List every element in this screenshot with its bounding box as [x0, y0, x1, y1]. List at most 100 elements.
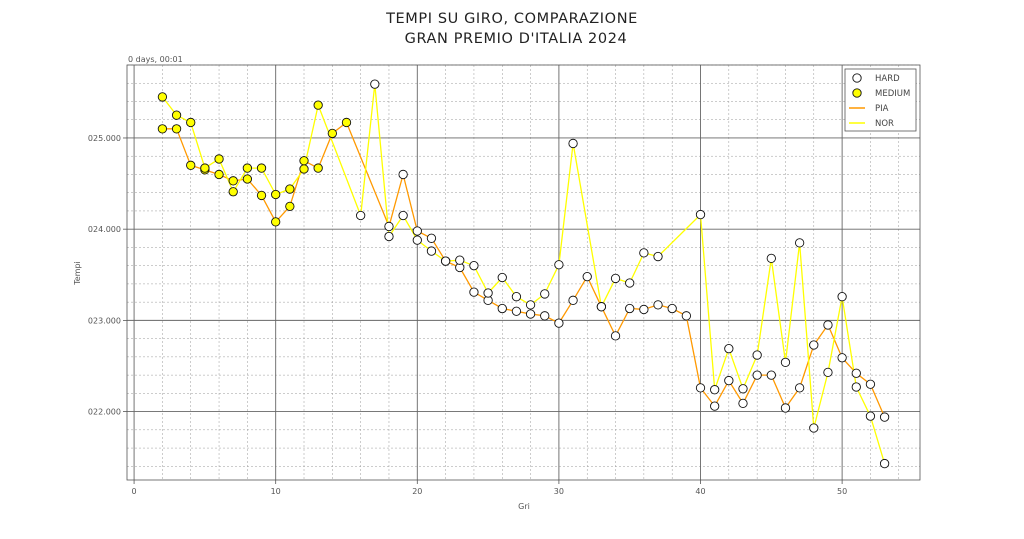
x-tick-label: 50: [837, 487, 847, 496]
series-lines: [161, 83, 886, 464]
point-pia-hard: [794, 383, 805, 393]
legend-marker-medium: [852, 88, 862, 98]
point-nor-medium: [299, 164, 309, 174]
point-nor-hard: [865, 411, 876, 421]
point-nor-hard: [426, 246, 437, 256]
legend-label-nor: NOR: [875, 119, 894, 129]
x-tick-label: 40: [695, 487, 705, 496]
point-pia-hard: [568, 295, 578, 305]
point-pia-medium: [271, 217, 281, 227]
point-nor-hard: [724, 344, 734, 354]
point-pia-hard: [525, 309, 536, 319]
point-pia-hard: [497, 303, 507, 314]
point-nor-medium: [228, 187, 238, 197]
point-nor-hard: [837, 292, 847, 302]
point-pia-medium: [341, 117, 352, 128]
point-nor-medium: [256, 163, 267, 173]
point-pia-hard: [398, 169, 408, 180]
point-pia-medium: [313, 163, 323, 173]
point-pia-hard: [865, 379, 876, 389]
point-nor-hard: [511, 292, 522, 302]
point-nor-hard: [525, 300, 536, 310]
point-nor-hard: [440, 256, 451, 266]
point-pia-hard: [809, 340, 819, 350]
point-pia-hard: [851, 368, 861, 378]
point-pia-hard: [384, 221, 394, 232]
chart-title-line-1: TEMPI SU GIRO, COMPARAZIONE: [385, 11, 638, 27]
point-pia-hard: [469, 287, 479, 297]
point-pia-medium: [285, 201, 295, 212]
point-nor-hard: [554, 260, 564, 270]
point-nor-hard: [568, 138, 578, 149]
y-tick-label: 023.000: [88, 316, 121, 325]
point-nor-hard: [455, 255, 465, 265]
x-tick-label: 30: [554, 487, 564, 496]
point-pia-hard: [724, 375, 734, 386]
point-nor-hard: [710, 385, 720, 395]
point-nor-hard: [398, 210, 408, 221]
point-nor-medium: [171, 110, 182, 120]
series-line-nor: [161, 83, 886, 464]
point-pia-medium: [157, 124, 168, 134]
legend-label-hard: HARD: [875, 74, 900, 84]
point-nor-hard: [497, 272, 507, 283]
point-nor-hard: [780, 357, 791, 367]
point-pia-hard: [511, 306, 522, 316]
point-nor-medium: [214, 154, 224, 164]
point-nor-hard: [794, 238, 805, 248]
point-nor-hard: [540, 289, 550, 299]
point-nor-medium: [313, 100, 323, 110]
axis-ticks: 0 10 20 30 40 50 022.000 023.000 024.000 025.000: [88, 134, 847, 496]
point-pia-hard: [426, 233, 437, 243]
point-nor-medium: [285, 184, 295, 194]
y-tick-label: 025.000: [88, 134, 121, 143]
point-pia-hard: [610, 331, 621, 341]
y-tick-label: 024.000: [88, 225, 121, 234]
point-pia-hard: [412, 226, 422, 236]
point-pia-hard: [710, 401, 720, 411]
legend: HARD MEDIUM PIA NOR: [844, 68, 917, 132]
point-pia-hard: [837, 353, 847, 363]
point-nor-hard: [356, 210, 366, 221]
point-nor-hard: [695, 209, 706, 220]
point-nor-hard: [851, 382, 861, 392]
point-nor-medium: [200, 163, 210, 173]
point-pia-medium: [228, 176, 238, 186]
point-nor-hard: [384, 231, 394, 242]
point-pia-medium: [186, 160, 196, 170]
point-pia-medium: [327, 128, 337, 139]
point-nor-hard: [766, 253, 776, 264]
series-line-pia: [162, 121, 886, 418]
point-nor-hard: [625, 278, 635, 288]
point-nor-medium: [186, 117, 196, 128]
point-nor-hard: [469, 261, 479, 271]
point-pia-hard: [879, 412, 890, 422]
point-nor-medium: [271, 189, 281, 200]
point-pia-hard: [554, 318, 564, 328]
point-nor-hard: [809, 423, 819, 433]
point-nor-medium: [242, 163, 253, 173]
point-pia-hard: [695, 383, 706, 393]
grid: [127, 64, 920, 480]
point-pia-hard: [752, 370, 762, 380]
point-pia-hard: [540, 311, 550, 321]
y-offset-label: 0 days, 00:01: [128, 55, 183, 64]
x-tick-label: 0: [132, 487, 137, 496]
y-tick-label: 022.000: [88, 408, 121, 417]
series-points: [157, 79, 890, 469]
point-pia-hard: [653, 300, 663, 310]
point-pia-medium: [242, 174, 253, 184]
point-pia-hard: [766, 370, 776, 380]
point-nor-hard: [483, 288, 493, 298]
point-nor-hard: [610, 273, 621, 284]
point-pia-hard: [625, 303, 635, 314]
x-tick-label: 10: [271, 487, 281, 496]
point-pia-hard: [582, 271, 592, 282]
point-nor-hard: [738, 384, 748, 394]
point-nor-hard: [879, 458, 890, 469]
point-pia-hard: [738, 398, 748, 409]
point-pia-medium: [214, 169, 224, 180]
point-pia-hard: [639, 304, 649, 315]
point-nor-hard: [752, 350, 762, 360]
